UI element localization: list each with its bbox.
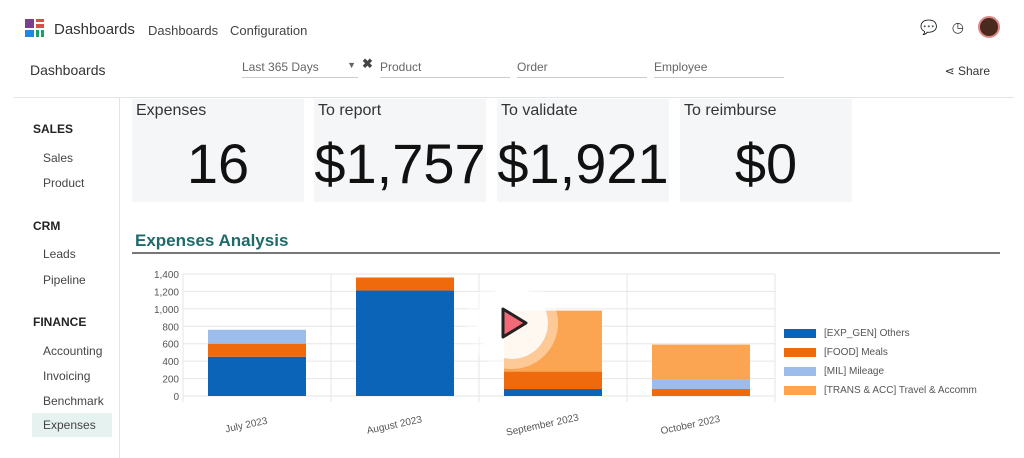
kpi-value: $0 (734, 132, 798, 195)
share-icon: ⋖ (944, 64, 958, 78)
kpi-to-reimburse[interactable]: To reimburse $0 (680, 99, 852, 202)
section-finance: FINANCE (33, 315, 87, 329)
bar-segment (356, 277, 454, 291)
y-tick-label: 1,400 (154, 270, 179, 281)
sidebar: SALES Sales Product CRM Leads Pipeline F… (14, 98, 120, 458)
sidebar-item-product[interactable]: Product (43, 176, 85, 190)
kpi-label: To report (318, 102, 382, 119)
y-tick-label: 200 (162, 375, 179, 386)
breadcrumb: Dashboards (30, 62, 106, 78)
bar-segment (504, 371, 602, 390)
kpi-value: 16 (186, 132, 250, 195)
section-divider (132, 252, 1000, 254)
kpi-to-report[interactable]: To report $1,757 (314, 99, 486, 202)
x-tick-label: July 2023 (224, 416, 269, 436)
legend-item[interactable]: [TRANS & ACC] Travel & Accomm (784, 381, 977, 400)
y-tick-label: 400 (162, 357, 179, 368)
sidebar-item-sales[interactable]: Sales (43, 151, 74, 165)
section-crm: CRM (33, 219, 61, 233)
chat-icon[interactable]: 💬 (920, 18, 938, 35)
bar-segment (504, 389, 602, 396)
sidebar-item-benchmark[interactable]: Benchmark (43, 394, 104, 408)
y-tick-label: 0 (173, 392, 179, 403)
kpi-expenses[interactable]: Expenses 16 (132, 99, 304, 202)
bar-segment (356, 290, 454, 396)
play-icon (501, 307, 528, 339)
section-sales: SALES (33, 122, 74, 136)
bar-segment (208, 343, 306, 357)
user-avatar[interactable] (978, 16, 1000, 38)
legend-item[interactable]: [EXP_GEN] Others (784, 324, 977, 343)
top-navbar: Dashboards Dashboards Configuration 💬 ◷ (0, 0, 1024, 56)
legend-label: [EXP_GEN] Others (824, 328, 910, 339)
app-name[interactable]: Dashboards (54, 21, 135, 38)
bar-segment (208, 356, 306, 396)
share-label: Share (957, 64, 990, 78)
legend-swatch (784, 329, 816, 338)
share-button[interactable]: ⋖ Share (945, 64, 990, 78)
kpi-label: Expenses (136, 102, 207, 119)
sidebar-item-leads[interactable]: Leads (43, 247, 76, 261)
legend-swatch (784, 386, 816, 395)
date-filter-select[interactable]: Last 365 Days ▼ (242, 58, 358, 78)
header-divider (14, 97, 1014, 98)
sidebar-item-expenses[interactable]: Expenses (32, 413, 112, 437)
bar-segment (652, 389, 750, 396)
y-tick-label: 1,200 (154, 287, 179, 298)
product-filter-input[interactable]: Product (380, 58, 510, 78)
y-tick-label: 1,000 (154, 305, 179, 316)
legend-item[interactable]: [FOOD] Meals (784, 343, 977, 362)
date-filter-value: Last 365 Days (242, 60, 319, 74)
app-logo-icon[interactable] (25, 19, 45, 38)
clock-icon[interactable]: ◷ (951, 18, 964, 35)
chart-legend: [EXP_GEN] Others [FOOD] Meals [MIL] Mileag… (784, 324, 977, 400)
x-tick-label: August 2023 (366, 414, 424, 437)
sidebar-item-invoicing[interactable]: Invoicing (43, 369, 91, 383)
menu-configuration[interactable]: Configuration (230, 23, 308, 38)
kpi-value: $1,921 (497, 132, 669, 195)
legend-swatch (784, 367, 816, 376)
kpi-to-validate[interactable]: To validate $1,921 (497, 99, 669, 202)
sidebar-item-pipeline[interactable]: Pipeline (43, 273, 86, 287)
legend-item[interactable]: [MIL] Mileage (784, 362, 977, 381)
section-title: Expenses Analysis (135, 231, 289, 250)
bar-segment (652, 344, 750, 380)
clear-filter-icon[interactable]: ✖ (362, 56, 373, 71)
bar-segment (652, 379, 750, 390)
product-placeholder: Product (380, 60, 422, 74)
kpi-label: To reimburse (684, 102, 777, 119)
order-placeholder: Order (517, 60, 548, 74)
video-play-button[interactable] (476, 287, 548, 359)
legend-label: [TRANS & ACC] Travel & Accomm (824, 385, 977, 396)
menu-dashboards[interactable]: Dashboards (148, 23, 219, 38)
x-tick-label: September 2023 (505, 412, 580, 438)
legend-label: [MIL] Mileage (824, 366, 885, 377)
employee-placeholder: Employee (654, 60, 708, 74)
y-tick-label: 600 (162, 340, 179, 351)
y-tick-label: 800 (162, 322, 179, 333)
kpi-value: $1,757 (314, 132, 486, 195)
legend-swatch (784, 348, 816, 357)
bar-segment (208, 329, 306, 344)
kpi-label: To validate (501, 102, 578, 119)
sidebar-item-accounting[interactable]: Accounting (43, 344, 103, 358)
employee-filter-input[interactable]: Employee (654, 58, 784, 78)
x-tick-label: October 2023 (660, 414, 722, 437)
order-filter-input[interactable]: Order (517, 58, 647, 78)
caret-down-icon: ▼ (347, 60, 356, 70)
legend-label: [FOOD] Meals (824, 347, 888, 358)
